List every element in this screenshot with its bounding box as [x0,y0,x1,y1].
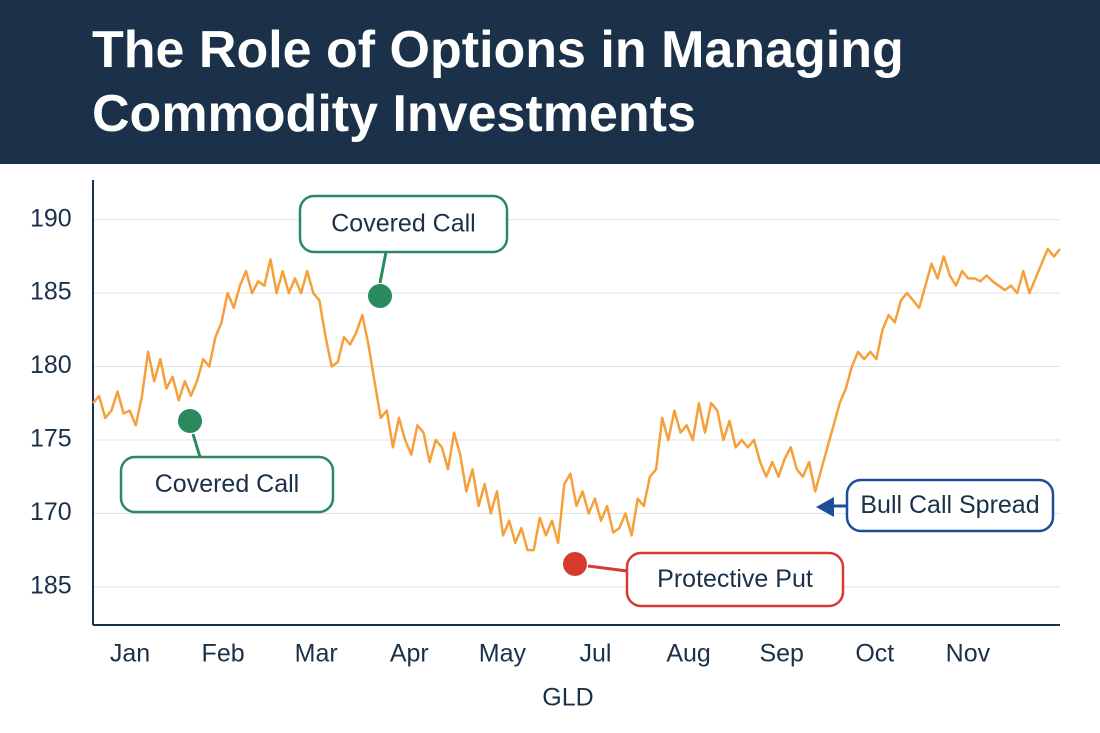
annotation-dot [563,552,587,576]
annotation-box [845,478,1055,533]
annotation-dot [368,284,392,308]
annotation-dot [178,409,202,433]
x-tick-label: Nov [946,640,991,668]
x-tick-label: Jan [110,640,150,668]
annotation-arrow [816,497,834,517]
annotation-label: Covered Call [331,210,476,238]
annotation-box [625,551,845,608]
x-tick-label: Feb [202,640,245,668]
annotation-box [119,455,335,514]
annotation-connector [587,564,628,573]
x-axis-label: GLD [542,684,593,712]
annotation-connector [378,251,388,284]
y-tick-label: 175 [30,425,72,453]
x-tick-label: Jul [580,640,612,668]
annotation-box [298,194,509,254]
chart-title: The Role of Options in Managing Commodit… [92,21,904,143]
x-tick-label: Oct [855,640,894,668]
x-tick-label: May [479,640,527,668]
line [92,247,1061,552]
y-tick-label: 190 [30,204,72,232]
annotation-label: Protective Put [657,565,813,593]
annotation-connector [191,433,202,458]
x-tick-label: Apr [390,640,429,668]
y-tick-label: 170 [30,498,72,526]
x-tick-label: Sep [759,640,803,668]
header: The Role of Options in Managing Commodit… [0,0,1100,164]
y-tick-label: 180 [30,351,72,379]
y-tick-label: 185 [30,278,72,306]
x-tick-label: Mar [295,640,338,668]
annotation-label: Bull Call Spread [860,491,1039,519]
annotation-label: Covered Call [155,470,300,498]
y-tick-label: 185 [30,571,72,599]
x-tick-label: Aug [666,640,710,668]
